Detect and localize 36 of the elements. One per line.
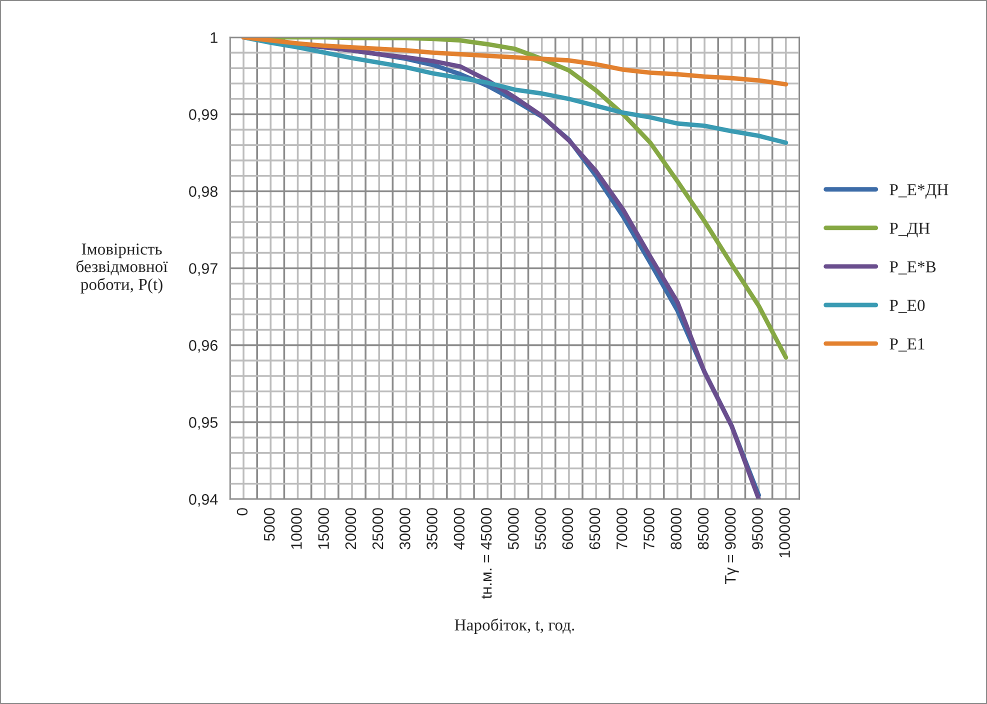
x-tick-label: 25000 [372, 508, 384, 550]
x-tick-label: 0 [236, 508, 248, 516]
legend-label: P_E1 [890, 338, 924, 352]
x-tick-label: 95000 [752, 508, 763, 550]
x-tick-label: 85000 [698, 508, 709, 550]
y-tick-label: 0,94 [189, 494, 218, 507]
x-tick-label: 65000 [589, 508, 600, 550]
legend-label: P_E*ДН [890, 184, 948, 199]
x-tick-label: 70000 [616, 508, 628, 550]
x-tick-label: 40000 [454, 508, 465, 550]
x-tick-label: 5000 [264, 508, 275, 541]
x-tick-label: 20000 [345, 508, 356, 550]
y-tick-label: 0,96 [189, 340, 218, 353]
legend-label: P_E0 [890, 300, 925, 313]
x-tick-label: 55000 [535, 508, 546, 550]
legend-label: P_ДН [890, 222, 930, 238]
x-tick-label: 30000 [400, 508, 410, 550]
y-tick-label: 0,95 [189, 417, 218, 430]
x-tick-label: 75000 [644, 508, 654, 550]
y-tick-label: 1 [210, 32, 218, 43]
legend-label: P_E*В [890, 261, 936, 274]
y-tick-label: 0,99 [189, 109, 218, 122]
y-tick-label: 0,97 [189, 263, 218, 276]
x-tick-label: 60000 [562, 508, 574, 550]
y-tick-label: 0,98 [189, 186, 218, 199]
x-tick-label: 10000 [291, 508, 302, 549]
x-tick-label: 80000 [670, 508, 682, 550]
x-tick-label: 100000 [779, 508, 790, 558]
x-tick-label: 35000 [426, 508, 438, 550]
x-tick-label: tн.м. = 45000 [480, 508, 492, 599]
x-tick-label: Tγ = 90000 [724, 508, 739, 584]
y-axis-title: Імовірність безвідмовної роботи, P(t) [76, 244, 168, 294]
x-tick-label: 15000 [318, 508, 329, 549]
x-axis-title: Наробіток, t, год. [454, 618, 574, 634]
x-tick-label: 50000 [508, 508, 519, 550]
line-series [241, 37, 788, 86]
